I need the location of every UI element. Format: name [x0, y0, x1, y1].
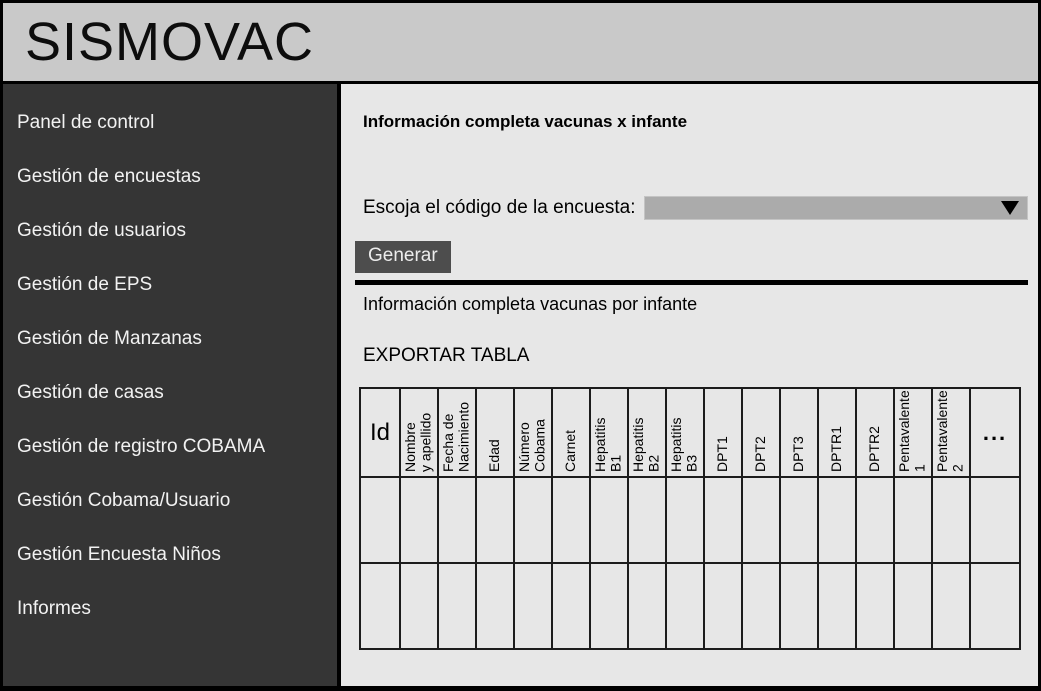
table-cell	[589, 562, 629, 650]
col-header-hepatitis-b1: Hepatitis B1	[589, 387, 629, 478]
col-header-hepatitis-b3: Hepatitis B3	[665, 387, 705, 478]
col-header-nombre-apellido: Nombre y apellido	[399, 387, 439, 478]
app-header: SISMOVAC	[3, 3, 1038, 84]
col-header-fecha-nacimiento: Fecha de Nacimiento	[437, 387, 477, 478]
sidebar-item-gestion-cobama-usuario[interactable]: Gestión Cobama/Usuario	[17, 490, 231, 511]
col-header-dptr2: DPTR2	[855, 387, 895, 478]
table-cell	[627, 562, 667, 650]
vaccines-table: Id Nombre y apellido Fecha de Nacimiento…	[359, 387, 1021, 650]
col-header-carnet: Carnet	[551, 387, 591, 478]
table-cell	[475, 562, 515, 650]
table-cell	[665, 476, 705, 564]
sidebar: Panel de control Gestión de encuestas Ge…	[3, 84, 341, 686]
sidebar-item-informes[interactable]: Informes	[17, 598, 91, 619]
table-cell	[741, 562, 781, 650]
sidebar-item-gestion-encuesta-ninos[interactable]: Gestión Encuesta Niños	[17, 544, 221, 565]
sidebar-item-gestion-de-registro-cobama[interactable]: Gestión de registro COBAMA	[17, 436, 266, 457]
table-cell	[359, 562, 401, 650]
col-header-dpt2: DPT2	[741, 387, 781, 478]
col-header-dpt1: DPT1	[703, 387, 743, 478]
table-cell	[437, 476, 477, 564]
table-cell	[475, 476, 515, 564]
survey-code-select[interactable]	[643, 196, 1028, 220]
sidebar-menu: Panel de control Gestión de encuestas Ge…	[3, 96, 337, 636]
table-cell	[741, 476, 781, 564]
main-content: Información completa vacunas x infante E…	[341, 84, 1038, 686]
sidebar-item-gestion-de-manzanas[interactable]: Gestión de Manzanas	[17, 328, 202, 349]
sidebar-item-panel-de-control[interactable]: Panel de control	[17, 112, 155, 133]
table-cell	[703, 562, 743, 650]
sidebar-item-gestion-de-usuarios[interactable]: Gestión de usuarios	[17, 220, 186, 241]
table-cell	[817, 476, 857, 564]
table-cell	[817, 562, 857, 650]
table-header-row: Id Nombre y apellido Fecha de Nacimiento…	[359, 387, 1021, 478]
table-cell	[437, 562, 477, 650]
table-cell	[969, 476, 1021, 564]
page-title: Información completa vacunas x infante	[363, 112, 688, 131]
generate-button[interactable]: Generar	[355, 241, 451, 273]
table-cell	[855, 562, 895, 650]
table-cell	[969, 562, 1021, 650]
table-row	[359, 562, 1021, 650]
app-body: Panel de control Gestión de encuestas Ge…	[3, 84, 1038, 686]
survey-select-label: Escoja el código de la encuesta:	[363, 197, 636, 218]
table-cell	[893, 562, 933, 650]
col-header-edad: Edad	[475, 387, 515, 478]
col-header-id: Id	[359, 387, 401, 478]
table-cell	[893, 476, 933, 564]
table-cell	[665, 562, 705, 650]
table-cell	[551, 562, 591, 650]
sidebar-item-gestion-de-casas[interactable]: Gestión de casas	[17, 382, 164, 403]
table-cell	[589, 476, 629, 564]
sidebar-item-gestion-de-encuestas[interactable]: Gestión de encuestas	[17, 166, 201, 187]
table-cell	[513, 562, 553, 650]
table-cell	[779, 476, 819, 564]
table-row	[359, 476, 1021, 564]
table-cell	[931, 476, 971, 564]
export-table-link[interactable]: EXPORTAR TABLA	[363, 345, 530, 366]
survey-select-row: Escoja el código de la encuesta:	[363, 196, 1028, 220]
col-header-pentavalente-1: Pentavalente 1	[893, 387, 933, 478]
sidebar-item-gestion-de-eps[interactable]: Gestión de EPS	[17, 274, 153, 295]
col-header-hepatitis-b2: Hepatitis B2	[627, 387, 667, 478]
table-cell	[513, 476, 553, 564]
col-header-dpt3: DPT3	[779, 387, 819, 478]
section-divider	[355, 280, 1028, 285]
col-header-more-columns: ...	[969, 387, 1021, 478]
col-header-numero-cobama: Número Cobama	[513, 387, 553, 478]
app-title: SISMOVAC	[25, 12, 315, 72]
table-cell	[399, 562, 439, 650]
table-cell	[551, 476, 591, 564]
table-cell	[855, 476, 895, 564]
col-header-dptr1: DPTR1	[817, 387, 857, 478]
table-cell	[359, 476, 401, 564]
section-title: Información completa vacunas por infante	[363, 294, 698, 314]
table-cell	[627, 476, 667, 564]
table-cell	[703, 476, 743, 564]
table-cell	[399, 476, 439, 564]
table-cell	[779, 562, 819, 650]
chevron-down-icon	[1001, 201, 1019, 215]
table-cell	[931, 562, 971, 650]
col-header-pentavalente-2: Pentavalente 2	[931, 387, 971, 478]
